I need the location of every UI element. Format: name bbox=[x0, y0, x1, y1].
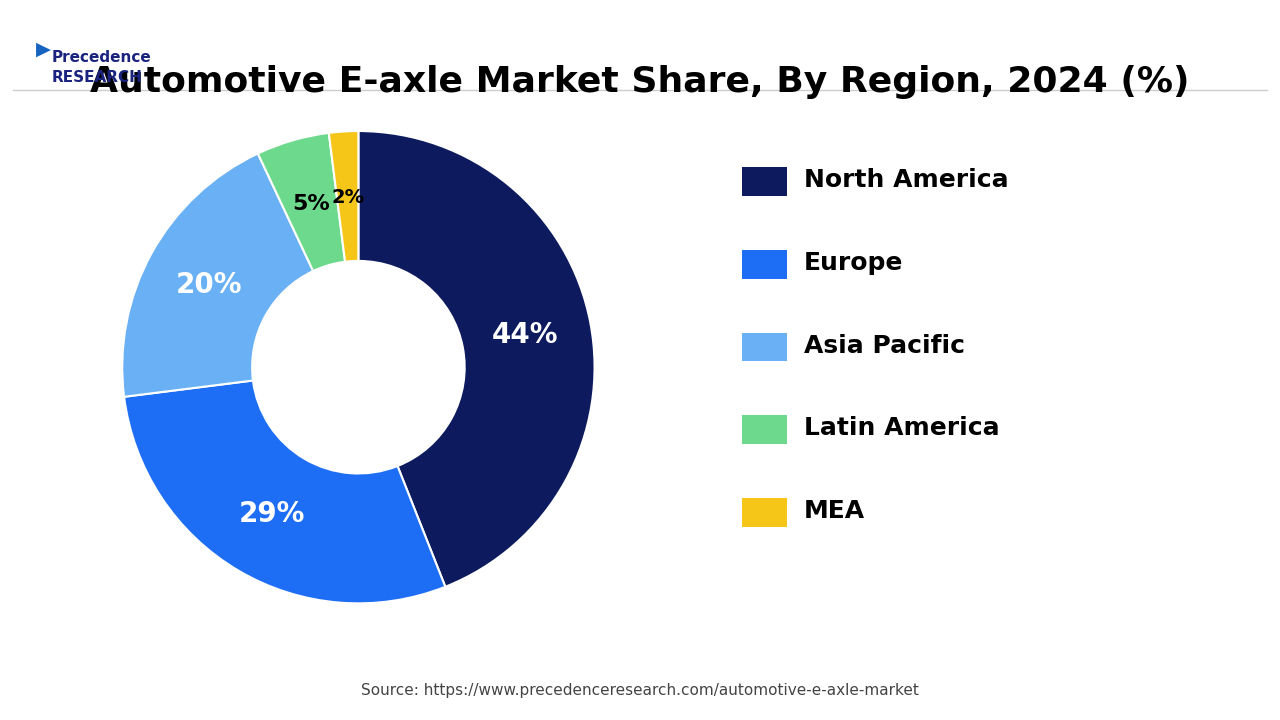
Wedge shape bbox=[123, 153, 314, 397]
Text: Precedence
RESEARCH: Precedence RESEARCH bbox=[51, 50, 151, 85]
Text: Latin America: Latin America bbox=[804, 416, 1000, 441]
Wedge shape bbox=[329, 131, 358, 262]
Text: North America: North America bbox=[804, 168, 1009, 192]
Text: Automotive E-axle Market Share, By Region, 2024 (%): Automotive E-axle Market Share, By Regio… bbox=[91, 65, 1189, 99]
Wedge shape bbox=[257, 133, 346, 271]
Text: 2%: 2% bbox=[332, 188, 365, 207]
Text: 20%: 20% bbox=[177, 271, 243, 300]
Text: Source: https://www.precedenceresearch.com/automotive-e-axle-market: Source: https://www.precedenceresearch.c… bbox=[361, 683, 919, 698]
Wedge shape bbox=[124, 380, 445, 603]
Text: MEA: MEA bbox=[804, 499, 865, 523]
Text: 5%: 5% bbox=[292, 194, 330, 214]
Text: 44%: 44% bbox=[493, 321, 558, 349]
Text: Europe: Europe bbox=[804, 251, 904, 275]
Text: Asia Pacific: Asia Pacific bbox=[804, 333, 965, 358]
Text: 29%: 29% bbox=[238, 500, 305, 528]
Wedge shape bbox=[358, 131, 594, 587]
Text: ▶: ▶ bbox=[36, 40, 51, 58]
